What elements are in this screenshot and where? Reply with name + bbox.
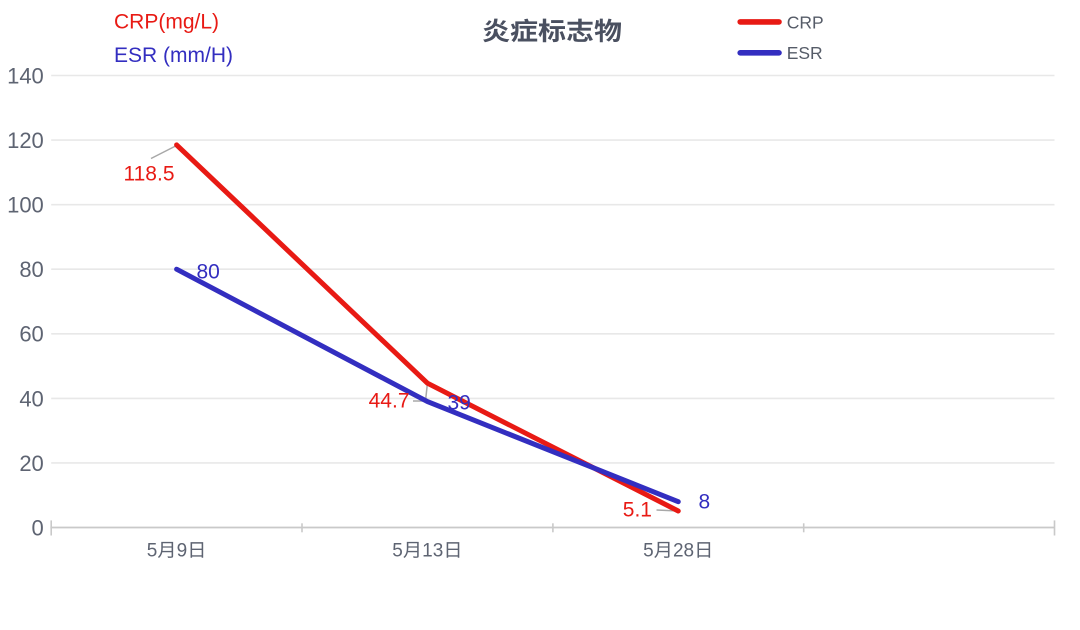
- svg-text:80: 80: [197, 261, 220, 284]
- svg-text:140: 140: [7, 63, 44, 88]
- svg-text:39: 39: [448, 392, 471, 415]
- svg-text:5: 5: [392, 541, 403, 562]
- svg-text:CRP(mg/L): CRP(mg/L): [114, 11, 219, 34]
- svg-text:13: 13: [422, 541, 443, 562]
- svg-text:5: 5: [147, 541, 158, 562]
- svg-text:28: 28: [673, 541, 694, 562]
- svg-text:8: 8: [699, 491, 711, 514]
- svg-text:20: 20: [19, 451, 43, 476]
- svg-text:44.7: 44.7: [369, 390, 410, 413]
- svg-text:5.1: 5.1: [623, 499, 652, 522]
- svg-text:ESR: ESR: [787, 43, 823, 63]
- svg-text:5: 5: [643, 541, 654, 562]
- svg-text:120: 120: [7, 128, 44, 153]
- svg-text:40: 40: [19, 386, 43, 411]
- svg-text:0: 0: [32, 515, 44, 540]
- svg-text:60: 60: [19, 322, 43, 347]
- svg-text:ESR (mm/H): ESR (mm/H): [114, 44, 233, 67]
- svg-text:9: 9: [177, 541, 188, 562]
- svg-text:100: 100: [7, 193, 44, 218]
- svg-text:CRP: CRP: [787, 12, 824, 32]
- svg-text:80: 80: [19, 257, 43, 282]
- svg-text:118.5: 118.5: [124, 163, 175, 186]
